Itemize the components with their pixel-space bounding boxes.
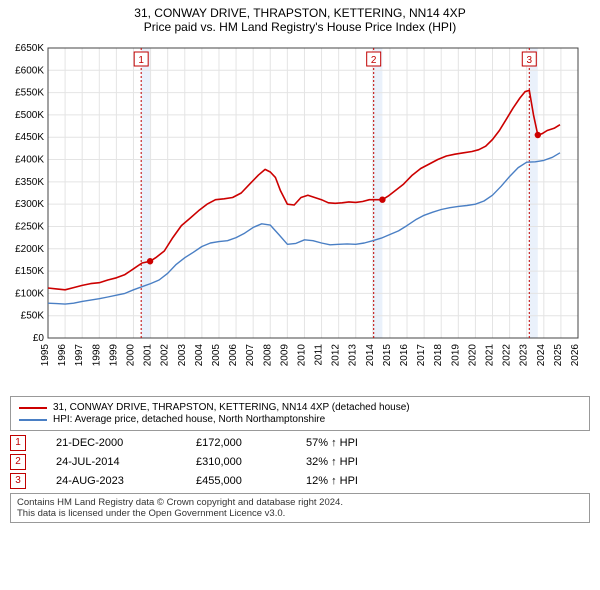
svg-text:£650K: £650K	[15, 43, 44, 54]
svg-text:1997: 1997	[74, 344, 85, 367]
svg-text:£500K: £500K	[15, 110, 44, 121]
transaction-row: 2 24-JUL-2014 £310,000 32% ↑ HPI	[10, 454, 590, 470]
transaction-marker: 2	[10, 454, 26, 470]
transaction-marker: 1	[10, 435, 26, 451]
svg-text:£0: £0	[33, 333, 45, 344]
svg-text:2020: 2020	[467, 344, 478, 367]
svg-text:1: 1	[138, 55, 144, 66]
transaction-marker: 3	[10, 473, 26, 489]
svg-text:£250K: £250K	[15, 221, 44, 232]
svg-text:2021: 2021	[485, 344, 496, 367]
svg-text:2025: 2025	[553, 344, 564, 367]
svg-text:£200K: £200K	[15, 244, 44, 255]
svg-text:2015: 2015	[382, 344, 393, 367]
svg-text:2007: 2007	[245, 344, 256, 367]
svg-text:2001: 2001	[143, 344, 154, 367]
transaction-price: £455,000	[196, 475, 276, 487]
svg-text:2011: 2011	[314, 344, 325, 366]
legend-row: HPI: Average price, detached house, Nort…	[19, 414, 581, 425]
chart-titles: 31, CONWAY DRIVE, THRAPSTON, KETTERING, …	[6, 6, 594, 34]
svg-text:2014: 2014	[365, 344, 376, 367]
svg-text:2010: 2010	[296, 344, 307, 367]
svg-text:2: 2	[371, 55, 377, 66]
footer-line-2: This data is licensed under the Open Gov…	[17, 508, 583, 519]
transaction-date: 21-DEC-2000	[56, 437, 166, 449]
price-chart: £0 £50K £100K £150K £200K £250K £300K £350K £400…	[6, 40, 586, 390]
svg-text:3: 3	[526, 55, 532, 66]
svg-text:2023: 2023	[519, 344, 530, 367]
transaction-date: 24-AUG-2023	[56, 475, 166, 487]
transaction-pct: 57% ↑ HPI	[306, 437, 358, 449]
legend-row: 31, CONWAY DRIVE, THRAPSTON, KETTERING, …	[19, 402, 581, 413]
transactions-table: 1 21-DEC-2000 £172,000 57% ↑ HPI 2 24-JUL-201…	[10, 435, 590, 489]
svg-text:2002: 2002	[160, 344, 171, 367]
svg-text:2000: 2000	[125, 344, 136, 367]
transaction-pct: 12% ↑ HPI	[306, 475, 358, 487]
svg-text:£600K: £600K	[15, 65, 44, 76]
title-subtitle: Price paid vs. HM Land Registry's House …	[6, 20, 594, 34]
chart-container: £0 £50K £100K £150K £200K £250K £300K £350K £400…	[6, 40, 594, 390]
svg-text:2024: 2024	[536, 344, 547, 367]
transaction-price: £310,000	[196, 456, 276, 468]
svg-text:£150K: £150K	[15, 266, 44, 277]
legend-label: 31, CONWAY DRIVE, THRAPSTON, KETTERING, …	[53, 402, 410, 413]
footer-line-1: Contains HM Land Registry data © Crown c…	[17, 497, 583, 508]
svg-text:2012: 2012	[331, 344, 342, 367]
svg-text:2019: 2019	[450, 344, 461, 367]
svg-text:£350K: £350K	[15, 177, 44, 188]
transaction-row: 3 24-AUG-2023 £455,000 12% ↑ HPI	[10, 473, 590, 489]
svg-text:1995: 1995	[40, 344, 51, 367]
transaction-date: 24-JUL-2014	[56, 456, 166, 468]
attribution-footer: Contains HM Land Registry data © Crown c…	[10, 493, 590, 523]
title-address: 31, CONWAY DRIVE, THRAPSTON, KETTERING, …	[6, 6, 594, 20]
svg-text:2016: 2016	[399, 344, 410, 367]
svg-text:2005: 2005	[211, 344, 222, 367]
svg-text:2008: 2008	[262, 344, 273, 367]
svg-text:£450K: £450K	[15, 132, 44, 143]
transaction-row: 1 21-DEC-2000 £172,000 57% ↑ HPI	[10, 435, 590, 451]
svg-text:£300K: £300K	[15, 199, 44, 210]
svg-text:2022: 2022	[502, 344, 513, 367]
svg-text:2018: 2018	[433, 344, 444, 367]
svg-text:£400K: £400K	[15, 155, 44, 166]
svg-text:2009: 2009	[279, 344, 290, 367]
svg-text:2004: 2004	[194, 344, 205, 367]
transaction-pct: 32% ↑ HPI	[306, 456, 358, 468]
svg-text:2026: 2026	[570, 344, 581, 367]
transaction-price: £172,000	[196, 437, 276, 449]
legend-swatch	[19, 407, 47, 409]
svg-text:2013: 2013	[348, 344, 359, 367]
svg-text:2017: 2017	[416, 344, 427, 367]
svg-text:1998: 1998	[91, 344, 102, 367]
svg-text:£100K: £100K	[15, 288, 44, 299]
legend: 31, CONWAY DRIVE, THRAPSTON, KETTERING, …	[10, 396, 590, 431]
svg-text:2006: 2006	[228, 344, 239, 367]
svg-text:1996: 1996	[57, 344, 68, 367]
svg-text:£550K: £550K	[15, 88, 44, 99]
svg-text:1999: 1999	[108, 344, 119, 367]
legend-swatch	[19, 419, 47, 421]
svg-text:£50K: £50K	[21, 311, 45, 322]
legend-label: HPI: Average price, detached house, Nort…	[53, 414, 325, 425]
svg-text:2003: 2003	[177, 344, 188, 367]
